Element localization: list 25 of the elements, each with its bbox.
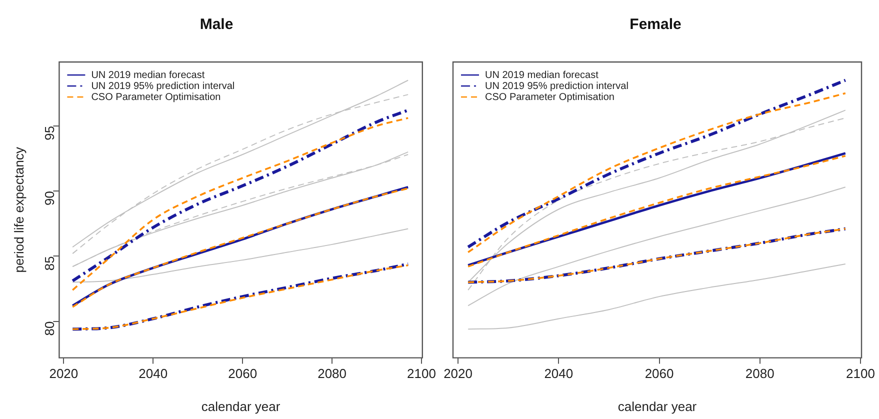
x-tick-label: 2100 [407,366,436,382]
x-axis-title: calendar year [618,398,698,414]
x-tick-label: 2040 [138,366,168,382]
x-tick-label: 2020 [444,366,472,382]
legend-label: CSO Parameter Optimisation [485,92,614,103]
x-tick-label: 2060 [228,366,258,382]
x-tick-label: 2100 [846,366,875,382]
legend-label: UN 2019 median forecast [91,70,205,81]
x-tick-label: 2020 [49,366,78,382]
x-tick-label: 2060 [644,366,674,382]
x-tick-label: 2040 [544,366,574,382]
y-tick-label: 80 [42,321,57,336]
chart-title: Female [630,16,682,34]
x-tick-label: 2080 [745,366,774,382]
legend-label: CSO Parameter Optimisation [91,92,221,103]
legend-label: UN 2019 95% prediction interval [91,80,235,92]
x-tick-label: 2080 [318,366,347,382]
x-axis-title: calendar year [201,398,281,414]
legend-label: UN 2019 95% prediction interval [485,80,628,92]
y-tick-label: 85 [42,256,57,271]
y-axis-title: period life expectancy [11,146,26,273]
chart-title: Male [200,16,234,34]
legend-label: UN 2019 median forecast [485,70,599,81]
y-tick-label: 95 [42,126,57,140]
y-tick-label: 90 [42,191,57,206]
